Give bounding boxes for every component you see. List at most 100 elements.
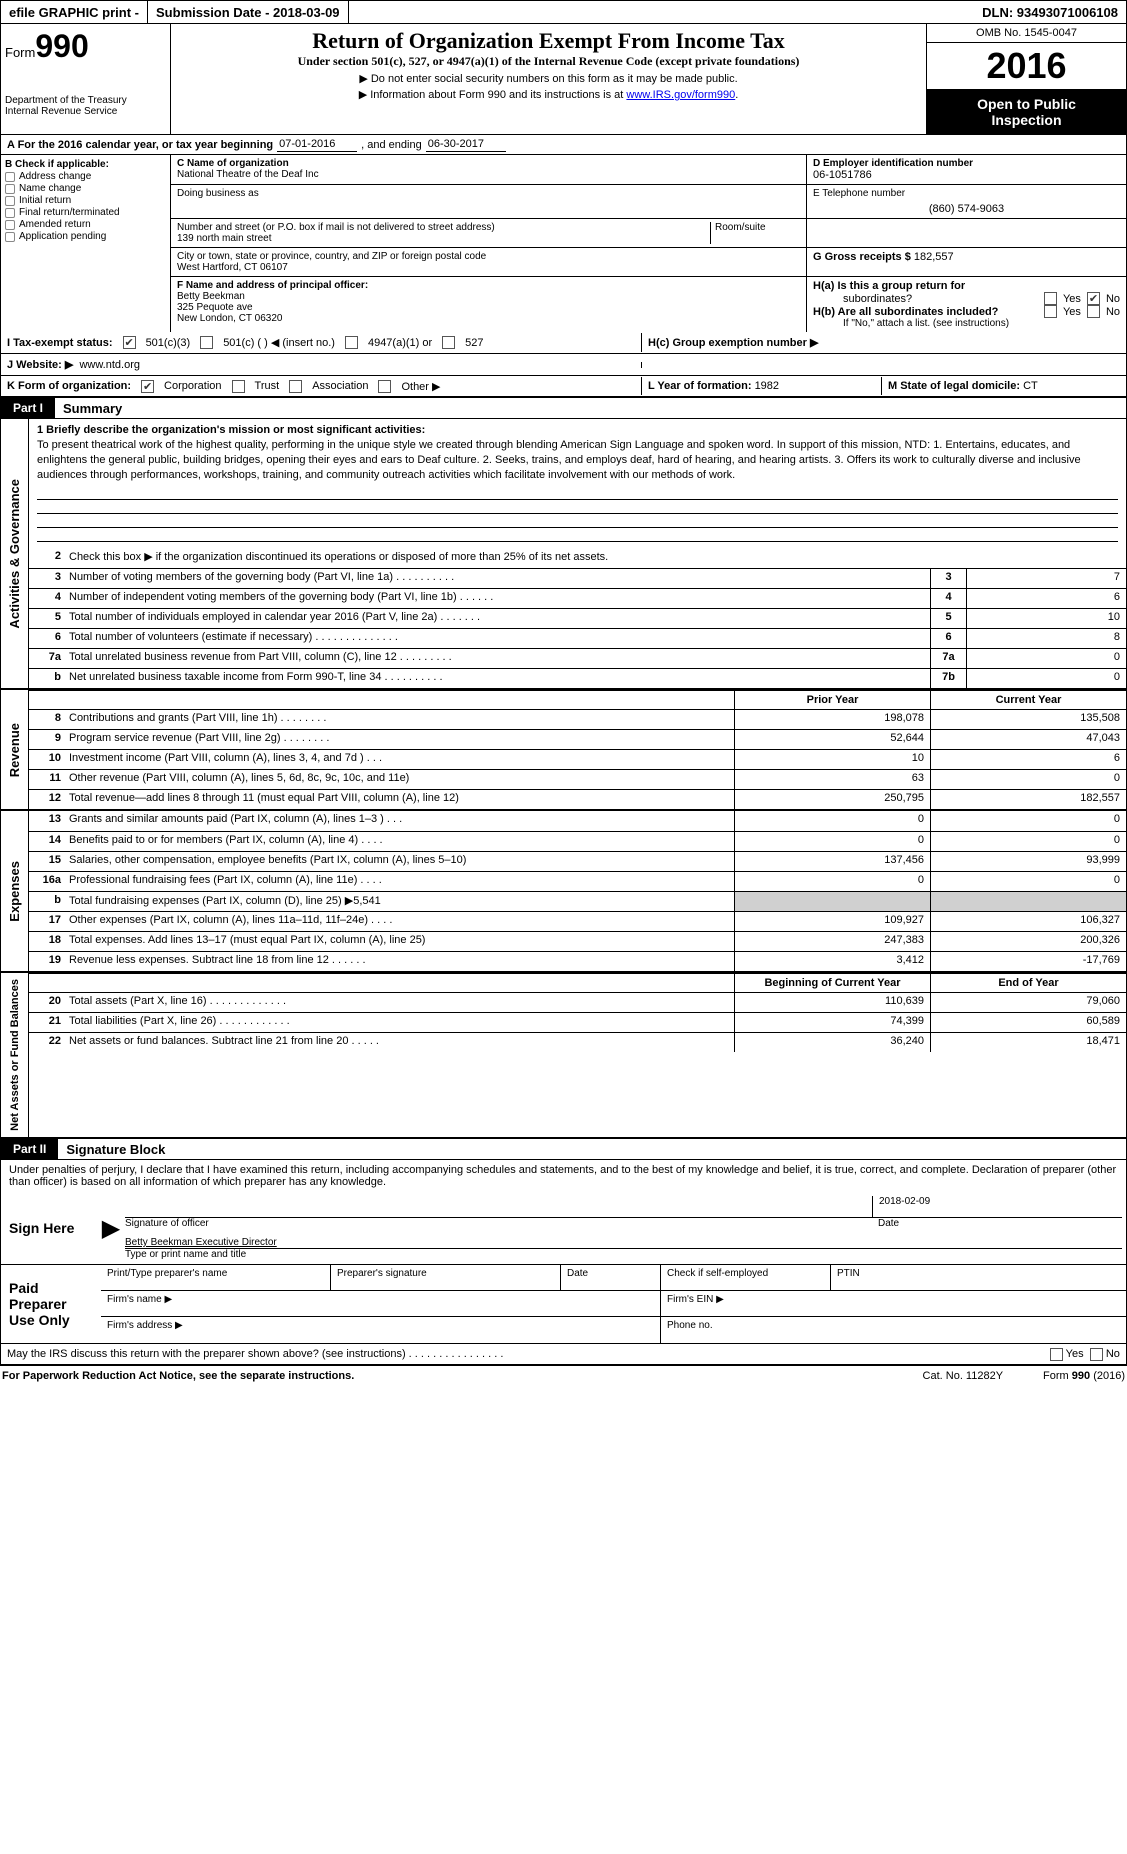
tax-year-begin-input[interactable] bbox=[277, 137, 357, 152]
discuss-no-checkbox[interactable] bbox=[1090, 1348, 1103, 1361]
section-revenue: Revenue Prior Year Current Year 8Contrib… bbox=[0, 690, 1127, 811]
sig-name-value: Betty Beekman Executive Director bbox=[125, 1237, 277, 1248]
part-ii-title: Signature Block bbox=[58, 1142, 165, 1157]
i-501c3-checkbox[interactable] bbox=[123, 336, 136, 349]
box-g: G Gross receipts $ 182,557 bbox=[806, 248, 1126, 276]
tax-year-end-input[interactable] bbox=[426, 137, 506, 152]
part-i-title: Summary bbox=[55, 401, 122, 416]
ha-yes-checkbox[interactable] bbox=[1044, 292, 1057, 305]
preparer-grid: Print/Type preparer's name Preparer's si… bbox=[101, 1265, 1126, 1343]
i-527-checkbox[interactable] bbox=[442, 336, 455, 349]
k-other-checkbox[interactable] bbox=[378, 380, 391, 393]
section-net-assets: Net Assets or Fund Balances Beginning of… bbox=[0, 973, 1127, 1139]
revenue-header: Prior Year Current Year bbox=[29, 690, 1126, 709]
row-a-mid: , and ending bbox=[361, 139, 422, 151]
chk-application-pending[interactable]: Application pending bbox=[5, 231, 166, 242]
box-e-spacer bbox=[806, 219, 1126, 247]
submission-date: Submission Date - 2018-03-09 bbox=[148, 1, 349, 23]
row-k: K Form of organization: Corporation Trus… bbox=[0, 376, 1127, 398]
k-opt: Corporation bbox=[164, 380, 221, 392]
bullet-icon bbox=[5, 172, 15, 182]
k-assoc-checkbox[interactable] bbox=[289, 380, 302, 393]
form-ref: Form 990 (2016) bbox=[1043, 1370, 1125, 1382]
sign-here-label: Sign Here bbox=[1, 1192, 101, 1264]
chk-label: Address change bbox=[19, 171, 91, 182]
open-inspection: Open to Public Inspection bbox=[927, 90, 1126, 134]
perjury-statement: Under penalties of perjury, I declare th… bbox=[0, 1160, 1127, 1192]
no-label: No bbox=[1106, 306, 1120, 318]
tax-year: 2016 bbox=[927, 43, 1126, 90]
discuss-row: May the IRS discuss this return with the… bbox=[0, 1344, 1127, 1366]
data-line: 19Revenue less expenses. Subtract line 1… bbox=[29, 951, 1126, 971]
discuss-yes-checkbox[interactable] bbox=[1050, 1348, 1063, 1361]
dba-label: Doing business as bbox=[177, 188, 800, 199]
e-label: E Telephone number bbox=[813, 188, 1120, 199]
gov-line: 6Total number of volunteers (estimate if… bbox=[29, 628, 1126, 648]
data-line: 17Other expenses (Part IX, column (A), l… bbox=[29, 911, 1126, 931]
officer-name: Betty Beekman bbox=[177, 291, 800, 302]
prep-name-label: Print/Type preparer's name bbox=[101, 1265, 331, 1290]
col-c-wrap: C Name of organization National Theatre … bbox=[171, 155, 1126, 332]
mission-text: To present theatrical work of the highes… bbox=[37, 439, 1081, 481]
data-line: 13Grants and similar amounts paid (Part … bbox=[29, 811, 1126, 831]
firm-ein-label: Firm's EIN ▶ bbox=[661, 1291, 1126, 1316]
data-line: 12Total revenue—add lines 8 through 11 (… bbox=[29, 789, 1126, 809]
street-value: 139 north main street bbox=[177, 233, 710, 244]
part-ii-header: Part II Signature Block bbox=[0, 1139, 1127, 1160]
chk-label: Name change bbox=[19, 183, 81, 194]
org-name: National Theatre of the Deaf Inc bbox=[177, 169, 800, 180]
k-corp-checkbox[interactable] bbox=[141, 380, 154, 393]
row-j: J Website: ▶ www.ntd.org bbox=[0, 354, 1127, 376]
side-revenue: Revenue bbox=[5, 717, 24, 783]
no-label: No bbox=[1106, 293, 1120, 305]
chk-amended-return[interactable]: Amended return bbox=[5, 219, 166, 230]
part-i-badge: Part I bbox=[1, 398, 55, 418]
hb-yes-checkbox[interactable] bbox=[1044, 305, 1057, 318]
efile-label: efile GRAPHIC print - bbox=[1, 1, 148, 23]
data-line: 15Salaries, other compensation, employee… bbox=[29, 851, 1126, 871]
k-opt: Association bbox=[312, 380, 368, 392]
hb-no-checkbox[interactable] bbox=[1087, 305, 1100, 318]
data-line: 21Total liabilities (Part X, line 26) . … bbox=[29, 1012, 1126, 1032]
officer-addr1: 325 Pequote ave bbox=[177, 302, 800, 313]
form-subtitle: Under section 501(c), 527, or 4947(a)(1)… bbox=[181, 54, 916, 69]
k-opt: Other ▶ bbox=[401, 380, 440, 393]
state-domicile: CT bbox=[1023, 380, 1038, 392]
sig-date-value: 2018-02-09 bbox=[872, 1196, 1122, 1218]
row-i: I Tax-exempt status: 501(c)(3) 501(c) ( … bbox=[0, 332, 1127, 354]
cat-number: Cat. No. 11282Y bbox=[923, 1370, 1004, 1382]
form-990-label: Form990 bbox=[5, 28, 166, 65]
data-line: 16aProfessional fundraising fees (Part I… bbox=[29, 871, 1126, 891]
firm-phone-label: Phone no. bbox=[661, 1317, 1126, 1343]
form-word: Form bbox=[5, 45, 35, 60]
chk-initial-return[interactable]: Initial return bbox=[5, 195, 166, 206]
irs-link[interactable]: www.IRS.gov/form990 bbox=[626, 89, 735, 101]
i-opt: 501(c)(3) bbox=[146, 337, 191, 349]
officer-addr2: New London, CT 06320 bbox=[177, 313, 800, 324]
chk-address-change[interactable]: Address change bbox=[5, 171, 166, 182]
box-e: E Telephone number (860) 574-9063 bbox=[806, 185, 1126, 218]
bullet-icon bbox=[5, 232, 15, 242]
line-2: Check this box ▶ if the organization dis… bbox=[65, 548, 1126, 568]
f-label: F Name and address of principal officer: bbox=[177, 280, 800, 291]
signature-block: Sign Here ▶ 2018-02-09 Signature of offi… bbox=[0, 1192, 1127, 1344]
i-501c-checkbox[interactable] bbox=[200, 336, 213, 349]
ha-no-checkbox[interactable] bbox=[1087, 292, 1100, 305]
c-label: C Name of organization bbox=[177, 158, 800, 169]
data-line: bTotal fundraising expenses (Part IX, co… bbox=[29, 891, 1126, 911]
i-4947-checkbox[interactable] bbox=[345, 336, 358, 349]
addr-label: Number and street (or P.O. box if mail i… bbox=[177, 222, 710, 233]
chk-name-change[interactable]: Name change bbox=[5, 183, 166, 194]
g-label: G Gross receipts $ bbox=[813, 251, 914, 263]
net-header: Beginning of Current Year End of Year bbox=[29, 973, 1126, 992]
data-line: 14Benefits paid to or for members (Part … bbox=[29, 831, 1126, 851]
col-begin-year: Beginning of Current Year bbox=[734, 974, 930, 992]
box-c-name: C Name of organization National Theatre … bbox=[171, 155, 806, 184]
yes-label: Yes bbox=[1066, 1348, 1084, 1360]
k-label: K Form of organization: bbox=[7, 380, 131, 392]
k-trust-checkbox[interactable] bbox=[232, 380, 245, 393]
m-label: M State of legal domicile: bbox=[888, 380, 1023, 392]
gov-line: bNet unrelated business taxable income f… bbox=[29, 668, 1126, 688]
mission-lead: 1 Briefly describe the organization's mi… bbox=[37, 424, 425, 436]
chk-final-return[interactable]: Final return/terminated bbox=[5, 207, 166, 218]
